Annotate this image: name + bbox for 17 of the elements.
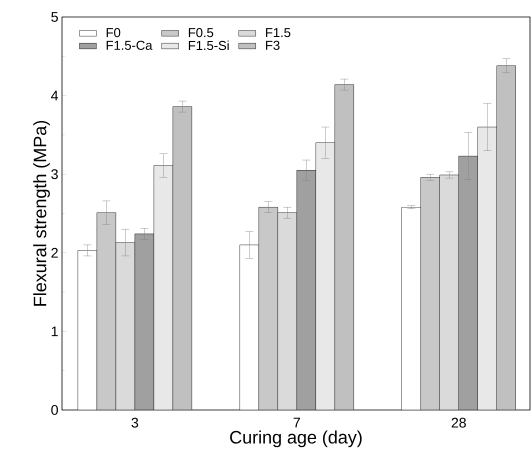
legend-label: F0 — [106, 28, 120, 38]
y-axis-title: Flexural strength (MPa) — [33, 120, 50, 306]
legend-label: F1.5-Ca — [106, 40, 152, 50]
x-axis-title: Curing age (day) — [230, 430, 362, 448]
x-tick-label: 3 — [132, 418, 138, 428]
y-tick-label: 1 — [52, 326, 58, 336]
y-tick-label: 3 — [51, 169, 58, 180]
legend-label: F1.5 — [266, 28, 290, 38]
legend-label: F3 — [266, 40, 280, 50]
legend-label: F1.5-Si — [188, 40, 229, 50]
y-tick-label: 4 — [51, 90, 58, 100]
x-tick-label: 7 — [294, 418, 300, 428]
legend-label: F0.5 — [188, 28, 214, 38]
x-tick-label: 28 — [452, 418, 466, 428]
y-tick-label: 5 — [51, 12, 58, 22]
y-tick-label: 2 — [51, 248, 58, 258]
y-tick-label: 0 — [51, 405, 58, 415]
